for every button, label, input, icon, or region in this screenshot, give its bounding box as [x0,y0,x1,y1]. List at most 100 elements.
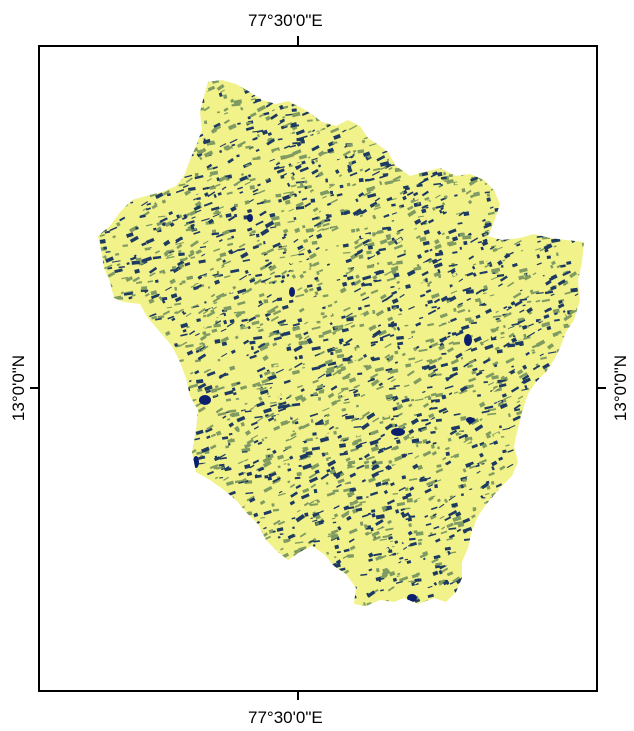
raster-speck [578,523,584,529]
raster-speck [540,166,548,171]
raster-speck [476,158,485,165]
raster-speck [569,326,576,332]
raster-speck [303,600,307,604]
raster-speck [241,547,246,551]
raster-speck [581,553,584,557]
raster-speck [519,182,523,185]
raster-speck [100,206,109,212]
raster-speck [500,133,506,138]
raster-speck [123,86,131,92]
raster-speck [185,88,191,93]
raster-speck [263,576,269,580]
raster-speck [253,563,259,566]
raster-speck [151,585,157,591]
raster-speck [462,570,465,573]
raster-speck [580,508,583,511]
raster-speck [131,595,139,601]
raster-speck [538,198,548,204]
raster-speck [536,465,545,472]
raster-speck [372,102,379,107]
raster-speck [158,91,163,96]
raster-speck [319,598,324,602]
raster-speck [120,82,128,88]
raster-speck [127,160,132,163]
raster-speck [561,346,568,351]
raster-speck [502,324,506,329]
raster-speck [120,526,127,530]
raster-speck [552,80,562,83]
raster-speck [162,447,171,452]
raster-speck [517,565,521,568]
raster-speck [153,405,158,409]
raster-speck [100,325,108,331]
raster-speck [110,174,119,179]
raster-speck [146,504,151,509]
raster-speck [580,411,584,415]
raster-speck [276,297,283,302]
raster-speck [282,576,290,581]
raster-speck [578,191,584,194]
raster-speck [498,171,504,175]
raster-speck [458,124,465,129]
raster-speck [523,497,532,505]
raster-speck [520,188,524,194]
raster-speck [265,259,269,262]
raster-speck [314,569,324,576]
raster-speck [554,584,560,590]
raster-speck [578,337,584,344]
raster-speck [520,437,526,442]
raster-speck [512,521,521,529]
raster-speck [120,117,126,122]
raster-speck [455,352,463,359]
raster-speck [467,199,473,205]
raster-speck [181,151,189,157]
raster-speck [198,579,205,583]
raster-speck [102,438,112,443]
raster-speck [106,469,115,477]
raster-speck [120,122,126,128]
raster-speck [141,161,145,165]
raster-speck [246,483,255,490]
raster-speck [559,225,570,233]
raster-speck [316,573,322,578]
raster-speck [561,400,566,404]
raster-speck [204,549,208,552]
raster-speck [557,103,564,106]
raster-speck [181,435,190,441]
raster-speck [528,533,534,539]
raster-speck [242,515,251,521]
raster-speck [458,121,462,126]
raster-speck [325,117,331,121]
raster-speck [289,455,294,460]
raster-speck [174,396,183,403]
raster-speck [485,144,493,149]
raster-speck [194,557,200,563]
raster-speck [248,534,253,539]
raster-speck [475,548,479,552]
raster-speck [249,340,256,345]
raster-speck [107,553,117,561]
raster-speck [268,529,274,534]
raster-speck [455,146,459,150]
raster-speck [522,605,530,606]
raster-speck [495,513,500,519]
raster-speck [522,574,532,581]
raster-speck [501,87,511,91]
raster-speck [98,419,105,426]
raster-speck [126,194,135,200]
raster-speck [120,572,128,575]
raster-speck [196,588,201,592]
raster-speck [531,87,535,90]
raster-speck [263,579,272,587]
raster-speck [549,264,554,269]
raster-speck [435,194,441,199]
raster-speck [125,421,131,425]
raster-speck [531,557,537,561]
raster-speck [353,80,357,83]
raster-speck [220,542,230,546]
raster-speck [579,392,584,398]
raster-speck [473,123,479,129]
raster-speck [235,522,238,526]
raster-speck [548,588,558,592]
raster-speck [187,106,194,111]
